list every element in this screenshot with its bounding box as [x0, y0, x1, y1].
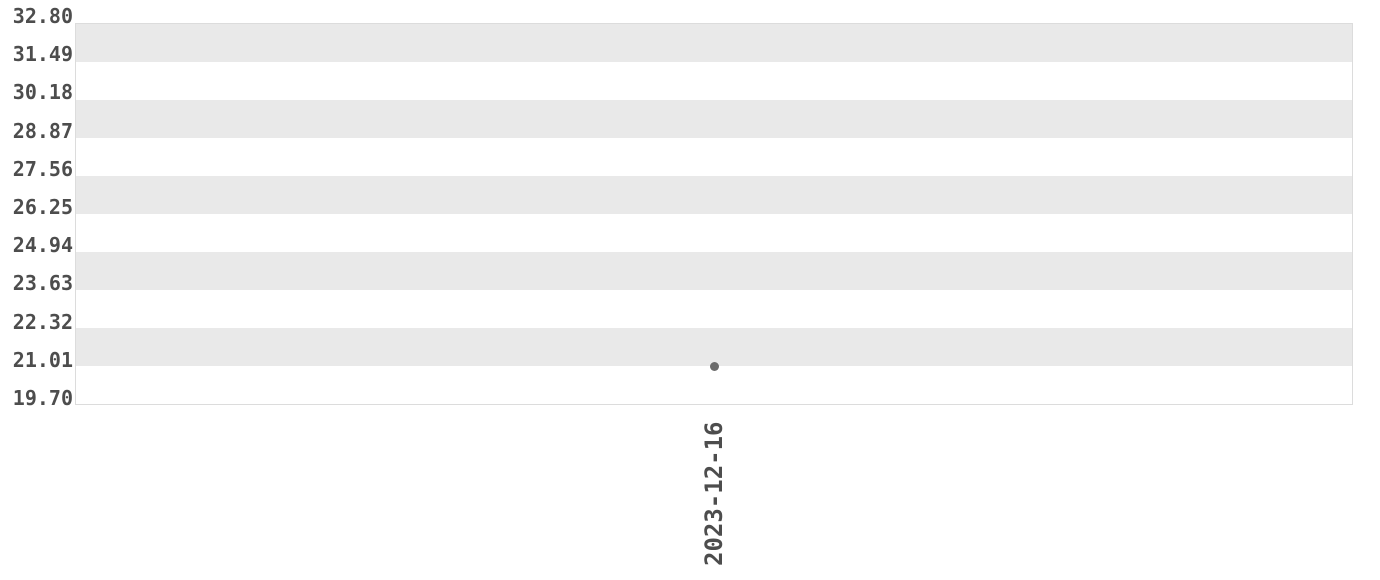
y-tick-label: 30.18	[12, 80, 73, 105]
y-tick-label: 24.94	[12, 233, 73, 258]
y-tick-label: 23.63	[12, 271, 73, 296]
grid-band	[76, 138, 1352, 176]
grid-band	[76, 176, 1352, 214]
y-tick-label: 19.70	[12, 386, 73, 410]
grid-band	[76, 328, 1352, 366]
y-tick-label: 21.01	[12, 347, 73, 372]
y-tick-label: 28.87	[12, 118, 73, 143]
y-tick-label: 32.80	[12, 4, 73, 28]
y-tick-label: 26.25	[12, 195, 73, 219]
y-tick-label: 27.56	[12, 156, 73, 181]
grid-band	[76, 214, 1352, 252]
data-point[interactable]	[709, 361, 719, 371]
x-tick-label: 2023-12-16	[700, 421, 728, 567]
grid-band	[76, 100, 1352, 138]
grid-band	[76, 290, 1352, 328]
grid-band	[76, 62, 1352, 100]
y-tick-label: 31.49	[12, 42, 73, 67]
plot-area	[75, 23, 1353, 405]
grid-band	[76, 24, 1352, 62]
y-tick-label: 22.32	[12, 309, 73, 334]
grid-band	[76, 366, 1352, 404]
grid-band	[76, 252, 1352, 290]
